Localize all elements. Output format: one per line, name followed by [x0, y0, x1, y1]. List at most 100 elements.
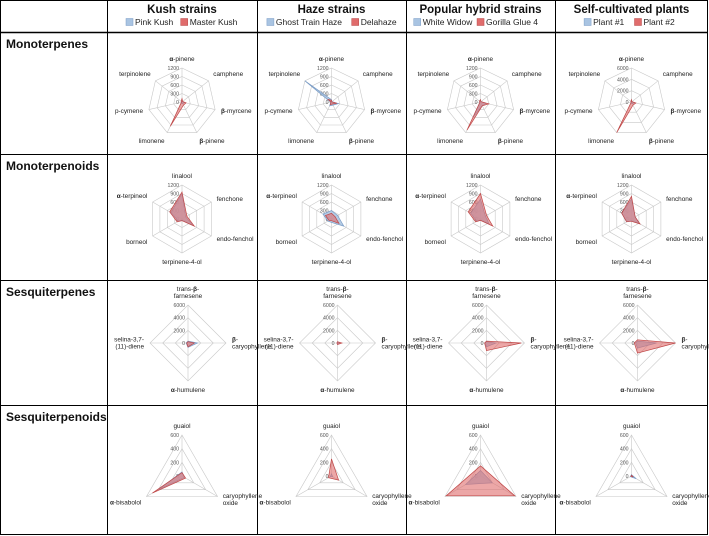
radar-axis-label: terpinene-4-ol: [461, 259, 500, 266]
radar-axis-label: caryophyllene: [223, 493, 263, 500]
radar-axis-label: oxide: [521, 500, 537, 507]
radar-axis-label: fenchone: [366, 196, 393, 203]
radar-tick-label: 6000: [623, 303, 635, 309]
radar-spoke: [148, 101, 183, 110]
radar-tick-label: 4000: [623, 316, 635, 322]
radar-tick-label: 400: [620, 447, 629, 453]
radar-axis-label: α-humulene: [620, 387, 655, 394]
radar-axis-label: α-terpineol: [415, 193, 446, 200]
radar-axis-label: terpinene-4-ol: [162, 259, 201, 266]
radar-axis-label: terpinene-4-ol: [312, 259, 351, 266]
row-label: Monoterpenes: [6, 37, 88, 51]
radar-axis-label: limonene: [288, 138, 314, 145]
radar-spoke: [631, 475, 668, 497]
legend-label: Master Kush: [190, 17, 238, 27]
legend-label: Delahaze: [361, 17, 397, 27]
radar-tick-label: 600: [320, 200, 329, 206]
radar-tick-label: 900: [469, 75, 478, 81]
radar-tick-label: 2000: [617, 89, 629, 95]
radar-axis-label: β-myrcene: [671, 108, 702, 115]
legend-label: Ghost Train Haze: [276, 17, 342, 27]
radar-axis-label: p-cymene: [115, 108, 144, 115]
radar-tick-label: 6000: [472, 303, 484, 309]
radar-axis-label: β-myrcene: [221, 108, 252, 115]
radar-spoke: [480, 101, 496, 133]
radar-tick-label: 1200: [317, 183, 329, 189]
radar-axis-label: limonene: [139, 138, 165, 145]
radar-axis-label: endo-fenchol: [666, 236, 703, 243]
radar-axis-label: oxide: [672, 500, 688, 507]
radar-axis-label: β-pinene: [498, 138, 524, 145]
radar-axis-label: terpinolene: [418, 71, 450, 78]
legend-swatch: [583, 18, 592, 26]
radar-tick-label: 900: [170, 192, 179, 198]
radar-axis-label: caryophyllene: [521, 493, 561, 500]
radar-axis-label: (11)-diene: [265, 344, 294, 351]
radar-axis-label: β-pinene: [199, 138, 225, 145]
radar-axis-label: camphene: [663, 71, 693, 78]
radar-axis-label: farnesene: [174, 293, 203, 300]
radar-axis-label: caryophyllene: [372, 493, 412, 500]
radar-spoke: [631, 201, 662, 220]
legend-swatch: [125, 18, 134, 26]
legend-label: Gorilla Glue 4: [486, 17, 538, 27]
radar-spoke: [181, 475, 218, 497]
radar-axis-label: borneol: [276, 239, 297, 246]
radar-tick-label: 400: [469, 447, 478, 453]
radar-axis-label: α-bisabolol: [110, 500, 141, 507]
radar-axis-label: guaiol: [623, 423, 640, 430]
radar-tick-label: 600: [620, 200, 629, 206]
radar-axis-label: fenchone: [217, 196, 244, 203]
radar-axis-label: terpinolene: [119, 71, 151, 78]
radar-series-2: [467, 192, 494, 227]
radar-tick-label: 4000: [173, 316, 185, 322]
radar-tick-label: 600: [170, 83, 179, 89]
radar-axis-label: α-humulene: [171, 387, 206, 394]
radar-axis-label: linalool: [622, 173, 642, 180]
radar-axis-label: selina-3,7-: [564, 337, 594, 344]
radar-axis-label: p-cymene: [413, 108, 442, 115]
radar-tick-label: 0: [632, 341, 635, 347]
radar-axis-label: (11)-diene: [565, 344, 594, 351]
radar-axis-label: β-pinene: [349, 138, 375, 145]
legend-swatch: [180, 18, 188, 26]
radar-axis-label: selina-3,7-: [264, 337, 294, 344]
radar-grid-ring: [156, 76, 208, 126]
radar-axis-label: borneol: [126, 239, 147, 246]
radar-spoke: [604, 80, 632, 103]
radar-axis-label: p-cymene: [564, 108, 593, 115]
radar-axis-label: farnesene: [323, 293, 352, 300]
radar-series-2: [466, 98, 491, 131]
radar-axis-label: camphene: [512, 71, 542, 78]
radar-tick-label: 0: [326, 474, 329, 480]
radar-axis-label: α-humulene: [320, 387, 355, 394]
radar-axis-label: α-bisabolol: [260, 500, 291, 507]
radar-spoke: [295, 475, 332, 497]
legend-swatch: [634, 18, 642, 26]
radar-tick-label: 6000: [323, 303, 335, 309]
radar-series-2: [324, 212, 340, 224]
radar-axis-label: α-pinene: [619, 56, 645, 63]
radar-spoke: [181, 101, 198, 133]
radar-tick-label: 6000: [617, 66, 629, 72]
radar-grid-ring: [173, 93, 191, 110]
radar-spoke: [331, 80, 359, 103]
radar-tick-label: 0: [626, 100, 629, 106]
radar-axis-label: camphene: [363, 71, 393, 78]
radar-series-2: [169, 97, 187, 127]
legend-swatch: [413, 18, 421, 26]
radar-grid-ring: [314, 84, 349, 118]
radar-grid-ring: [157, 448, 207, 491]
radar-axis-label: α-pinene: [319, 56, 345, 63]
radar-tick-label: 900: [320, 75, 329, 81]
radar-grid-ring: [145, 434, 219, 497]
radar-spoke: [631, 80, 659, 103]
radar-tick-label: 2000: [323, 328, 335, 334]
radar-axis-label: selina-3,7-: [413, 337, 443, 344]
radar-grid-ring: [609, 78, 654, 123]
radar-tick-label: 0: [176, 100, 179, 106]
radar-grid-ring: [319, 461, 344, 484]
column-header: Kush strains: [147, 4, 217, 16]
